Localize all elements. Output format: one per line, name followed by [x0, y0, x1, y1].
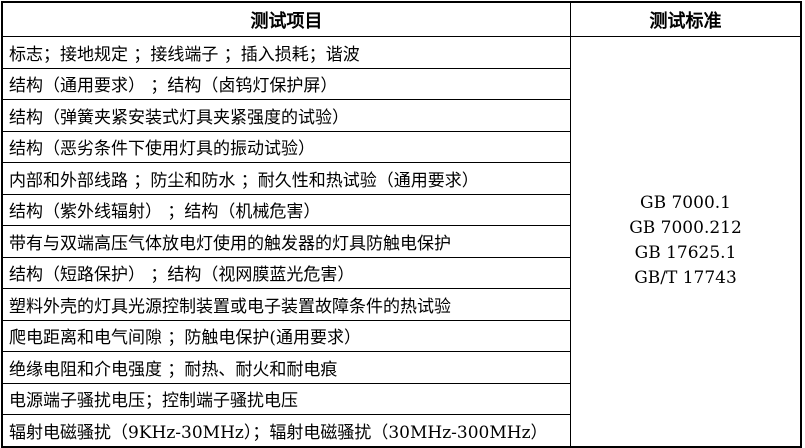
header-test-item: 测试项目: [1, 1, 571, 37]
test-item-cell: 带有与双端高压气体放电灯使用的触发器的灯具防触电保护: [1, 225, 571, 258]
standard-line: GB 7000.1: [640, 193, 731, 214]
standard-line: GB 7000.212: [629, 218, 742, 239]
test-item-cell: 结构（通用要求） ；结构（卤钨灯保护屏）: [1, 67, 571, 100]
table-row: 塑料外壳的灯具光源控制装置或电子装置故障条件的热试验: [1, 288, 801, 321]
test-item-cell: 标志；接地规定 ；接线端子 ；插入损耗；谐波: [1, 36, 571, 69]
test-item-cell: 绝缘电阻和介电强度 ；耐热、耐火和耐电痕: [1, 351, 571, 384]
test-item-cell: 塑料外壳的灯具光源控制装置或电子装置故障条件的热试验: [1, 288, 571, 321]
standard-line: GB/T 17743: [634, 268, 737, 289]
table-row: 标志；接地规定 ；接线端子 ；插入损耗；谐波 GB 7000.1 GB 7000…: [1, 36, 802, 447]
table-row: 结构（通用要求） ；结构（卤钨灯保护屏）: [1, 67, 801, 100]
test-item-cell: 结构（紫外线辐射） ；结构（机械危害）: [1, 193, 571, 226]
standard-line: GB 17625.1: [634, 243, 737, 264]
header-row: 测试项目 测试标准: [1, 1, 802, 37]
table-row: 爬电距离和电气间隙 ；防触电保护(通用要求）: [1, 319, 801, 352]
test-standard-cell: GB 7000.1 GB 7000.212 GB 17625.1 GB/T 17…: [570, 36, 802, 447]
table-row: 带有与双端高压气体放电灯使用的触发器的灯具防触电保护: [1, 225, 801, 258]
table-row: 电源端子骚扰电压；控制端子骚扰电压: [1, 382, 801, 415]
test-item-cell: 电源端子骚扰电压；控制端子骚扰电压: [1, 382, 571, 415]
test-item-cell: 内部和外部线路 ；防尘和防水 ；耐久性和热试验（通用要求）: [1, 162, 571, 195]
table-row: 绝缘电阻和介电强度 ；耐热、耐火和耐电痕: [1, 351, 801, 384]
header-test-standard: 测试标准: [570, 1, 802, 37]
table-row: 辐射电磁骚扰（9KHz-30MHz）；辐射电磁骚扰（30MHz-300MHz）: [1, 414, 801, 447]
test-item-cell: 辐射电磁骚扰（9KHz-30MHz）；辐射电磁骚扰（30MHz-300MHz）: [1, 414, 571, 447]
table-row: 结构（短路保护） ；结构（视网膜蓝光危害）: [1, 256, 801, 289]
test-item-cell: 结构（短路保护） ；结构（视网膜蓝光危害）: [1, 256, 571, 289]
table-row: 内部和外部线路 ；防尘和防水 ；耐久性和热试验（通用要求）: [1, 162, 801, 195]
test-item-cell: 结构（弹簧夹紧安装式灯具夹紧强度的试验）: [1, 99, 571, 132]
test-item-cell: 爬电距离和电气间隙 ；防触电保护(通用要求）: [1, 319, 571, 352]
table-row: 结构（弹簧夹紧安装式灯具夹紧强度的试验）: [1, 99, 801, 132]
test-item-cell: 结构（恶劣条件下使用灯具的振动试验）: [1, 130, 571, 163]
table-row: 结构（紫外线辐射） ；结构（机械危害）: [1, 193, 801, 226]
